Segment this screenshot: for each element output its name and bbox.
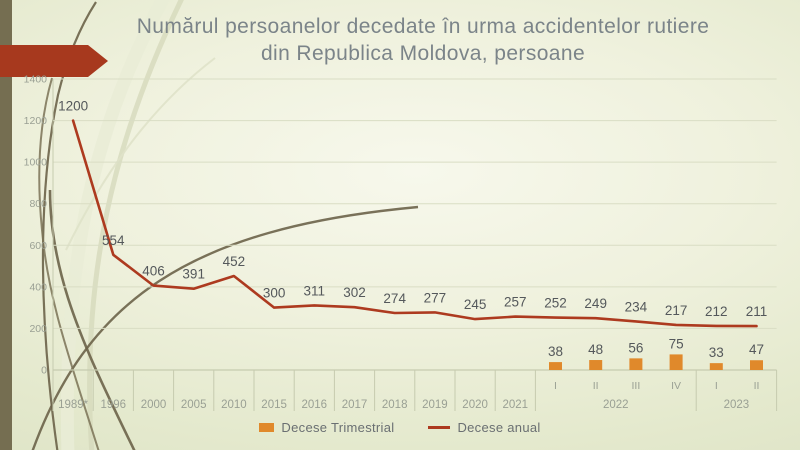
quarter-label: II [754, 380, 760, 392]
year-label: 2015 [261, 399, 287, 411]
swoosh-dark-long [31, 205, 419, 450]
year-label: 2020 [462, 399, 488, 411]
bar-data-label: 48 [588, 342, 603, 357]
line-data-label: 234 [625, 299, 648, 314]
slide-title-line2: din Republica Moldova, persoane [260, 42, 586, 65]
quarter-label: II [593, 380, 599, 392]
bar-data-label: 56 [628, 340, 643, 355]
quarterly-bar [549, 362, 562, 370]
line-data-label: 217 [665, 303, 688, 318]
y-tick-label: 1000 [24, 157, 48, 169]
line-data-label: 249 [584, 296, 607, 311]
y-tick-label: 400 [29, 281, 47, 293]
year-group-label: 2022 [603, 399, 629, 411]
y-tick-label: 600 [29, 240, 47, 252]
slide-title-line1: Numărul persoanelor decedate în urma acc… [136, 15, 710, 38]
y-tick-label: 800 [29, 198, 47, 210]
legend-item-quarterly: Decese Trimestrial [259, 420, 394, 435]
year-label: 2000 [141, 399, 167, 411]
line-data-label: 300 [263, 286, 286, 301]
line-data-label: 406 [142, 264, 165, 279]
line-data-label: 554 [102, 233, 125, 248]
bar-data-label: 47 [749, 342, 764, 357]
year-label: 2019 [422, 399, 448, 411]
quarterly-bar [750, 360, 763, 370]
quarter-label: I [715, 380, 718, 392]
line-data-label: 452 [223, 254, 246, 269]
year-label: 2016 [302, 399, 328, 411]
y-tick-label: 200 [29, 323, 47, 335]
left-edge-strip [0, 0, 12, 450]
legend-line-swatch [428, 425, 451, 429]
swoosh-pale-thin [87, 0, 184, 450]
quarter-label: III [632, 380, 641, 392]
legend-line-label: Decese anual [457, 419, 541, 435]
line-data-label: 245 [464, 297, 487, 312]
year-group-label: 2023 [724, 399, 750, 411]
swoosh-dark-mid [38, 77, 100, 450]
year-label: 1989* [58, 399, 89, 411]
year-label: 2021 [503, 399, 529, 411]
background-swoosh-group [31, 0, 419, 450]
line-data-label: 311 [304, 283, 326, 298]
quarterly-bar [629, 358, 643, 370]
bar-data-label: 33 [709, 345, 724, 360]
slide-title: Numărul persoanelor decedate în urma acc… [60, 13, 786, 67]
legend-bar-swatch [259, 422, 275, 432]
chart-legend: Decese Trimestrial Decese anual [0, 416, 800, 438]
quarter-label: I [554, 380, 557, 392]
line-data-label: 274 [383, 291, 406, 306]
y-tick-label: 1200 [24, 115, 48, 127]
year-label: 1996 [101, 399, 127, 411]
line-data-label: 257 [504, 295, 527, 310]
year-label: 2017 [342, 399, 368, 411]
y-tick-label: 0 [41, 365, 47, 377]
line-data-label: 212 [705, 304, 728, 319]
line-data-label: 391 [182, 267, 205, 282]
line-data-label: 211 [746, 304, 768, 319]
year-label: 2018 [382, 399, 408, 411]
line-data-label: 1200 [58, 99, 88, 114]
annual-line [71, 119, 758, 328]
quarterly-bar [669, 354, 683, 370]
bar-data-label: 38 [548, 344, 563, 359]
legend-item-annual: Decese anual [428, 420, 540, 435]
swoosh-dark-tail [48, 189, 136, 450]
swoosh-dark-left [41, 1, 97, 450]
y-tick-label: 1400 [24, 74, 48, 86]
bar-data-label: 75 [669, 336, 684, 351]
line-data-label: 252 [544, 296, 567, 311]
swoosh-pale-diagonal [65, 57, 216, 251]
year-label: 2005 [181, 399, 207, 411]
legend-bar-label: Decese Trimestrial [281, 419, 395, 435]
quarterly-bar [709, 363, 723, 370]
accent-arrow [0, 45, 108, 77]
line-data-label: 302 [343, 285, 366, 300]
quarter-label: IV [671, 380, 681, 392]
quarterly-bar [589, 360, 603, 370]
line-data-label: 277 [424, 290, 447, 305]
year-label: 2010 [221, 399, 247, 411]
